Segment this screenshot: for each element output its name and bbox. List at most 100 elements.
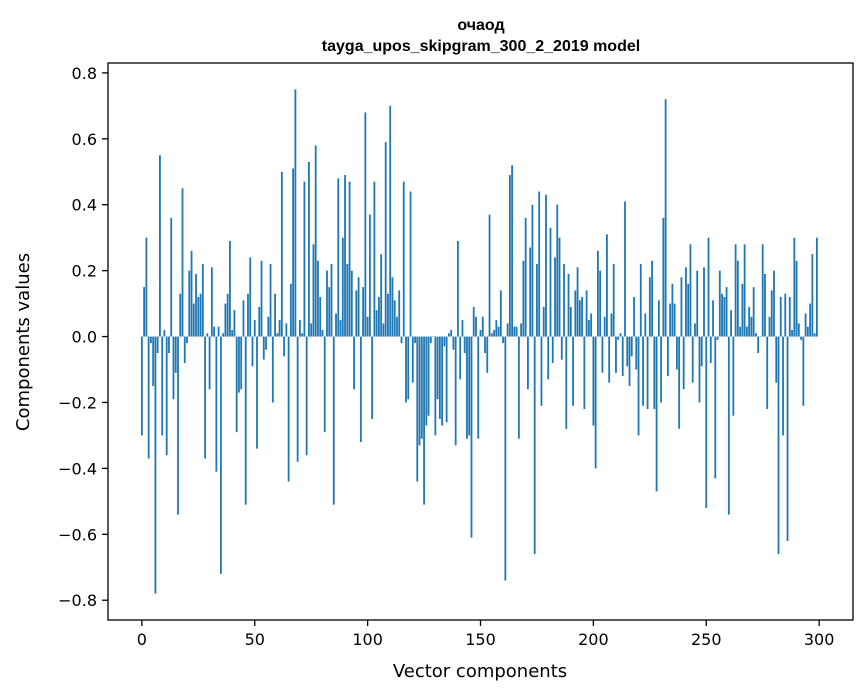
bar <box>375 310 378 337</box>
bar <box>721 293 723 337</box>
bar <box>210 267 213 337</box>
bar <box>373 181 376 337</box>
bar <box>420 336 423 439</box>
bar <box>782 336 784 436</box>
bar <box>188 270 191 337</box>
bar <box>323 336 326 433</box>
bar <box>305 336 308 456</box>
x-axis-label: Vector components <box>393 661 567 682</box>
bar <box>736 260 739 337</box>
bar <box>558 237 561 337</box>
bar <box>267 316 270 337</box>
bar <box>292 168 295 337</box>
bar <box>592 336 595 426</box>
bar <box>240 336 243 390</box>
bar <box>786 336 789 541</box>
bar <box>499 290 502 337</box>
bar <box>773 270 775 337</box>
bar <box>457 240 459 337</box>
bar <box>549 227 552 337</box>
bar <box>425 336 428 426</box>
bar <box>416 336 419 482</box>
bar <box>346 264 349 337</box>
bar <box>497 326 500 337</box>
bar <box>569 306 572 337</box>
bar <box>797 323 800 337</box>
bar <box>585 290 588 337</box>
bar <box>490 333 493 337</box>
bar <box>788 297 791 337</box>
bar <box>587 320 590 337</box>
bar <box>504 336 507 581</box>
bar <box>648 277 651 337</box>
bar <box>429 336 432 344</box>
bar <box>502 336 504 344</box>
bar <box>696 270 699 337</box>
bar <box>396 316 398 337</box>
bar <box>260 260 263 337</box>
bar <box>770 290 773 337</box>
bar <box>181 188 184 337</box>
bar <box>705 336 708 508</box>
bar <box>256 336 258 449</box>
y-axis-label: Components values <box>13 253 34 431</box>
bar <box>201 264 204 337</box>
bar <box>384 142 387 337</box>
bar <box>745 326 748 337</box>
bar <box>811 254 814 337</box>
bar <box>190 250 193 337</box>
bar <box>538 191 541 337</box>
bar <box>274 293 276 337</box>
bar <box>542 306 545 337</box>
bar <box>619 333 622 337</box>
bar <box>215 336 218 472</box>
bar <box>599 270 602 337</box>
bar <box>357 277 360 337</box>
bar <box>617 336 620 340</box>
bar <box>752 287 755 337</box>
bar <box>748 306 751 337</box>
bar <box>486 336 489 373</box>
bar <box>330 264 333 337</box>
bar <box>438 336 441 419</box>
bar <box>213 326 216 337</box>
bar <box>572 336 574 406</box>
bar <box>601 336 604 373</box>
bar <box>359 336 362 443</box>
bar <box>289 283 292 337</box>
bars-group <box>140 89 818 594</box>
bar <box>563 264 565 337</box>
bar <box>337 178 340 337</box>
bar <box>495 320 498 337</box>
bar <box>533 336 536 555</box>
bar <box>493 329 495 337</box>
bar <box>470 336 473 538</box>
bar <box>199 293 202 337</box>
bar <box>161 336 164 436</box>
bar <box>224 303 227 337</box>
bar <box>714 336 717 479</box>
bar <box>628 336 631 386</box>
y-tick-label: −0.4 <box>58 459 97 478</box>
bar <box>459 336 462 380</box>
bar <box>452 336 455 350</box>
bar <box>197 297 200 337</box>
bar <box>689 244 692 337</box>
y-tick-label: −0.8 <box>58 591 97 610</box>
bar <box>391 277 394 337</box>
bar <box>269 264 272 337</box>
bar <box>247 293 249 337</box>
x-tick-label: 150 <box>465 630 496 649</box>
bar <box>174 336 177 373</box>
bar <box>172 336 175 400</box>
bar <box>204 336 206 459</box>
x-tick-label: 0 <box>137 630 147 649</box>
bar <box>700 336 703 367</box>
bar <box>608 336 611 383</box>
bar <box>515 326 518 337</box>
bar <box>244 336 247 505</box>
bar <box>186 336 188 344</box>
x-tick-label: 250 <box>691 630 722 649</box>
bar <box>163 329 166 337</box>
